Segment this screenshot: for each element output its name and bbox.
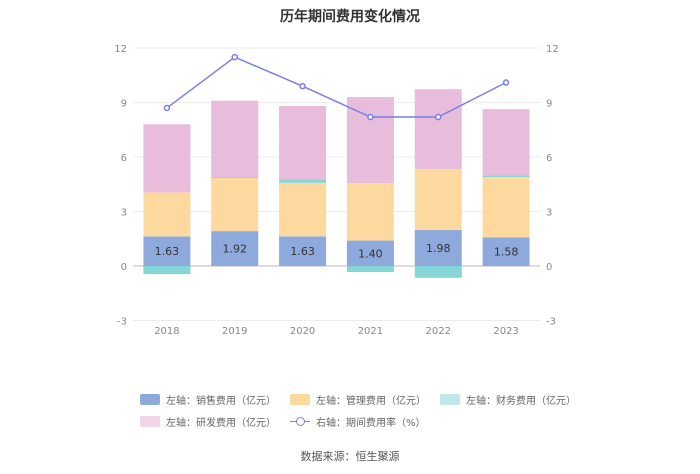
right-axis-tick-label: 0 [546,262,552,273]
legend-item-sales[interactable]: 左轴：销售费用（亿元） [140,392,276,407]
right-axis-tick-label: 3 [546,208,552,219]
bar-segment [482,237,530,266]
expense-ratio-point [502,79,510,86]
bar-segment [346,240,394,266]
bar-segment [414,169,462,231]
data-label: 1.58 [494,246,519,259]
legend-label-admin: 左轴：管理费用（亿元） [316,395,426,407]
bar-segment [482,109,530,176]
legend-item-admin[interactable]: 左轴：管理费用（亿元） [290,392,426,407]
legend-label-finance: 左轴：财务费用（亿元） [466,395,576,407]
left-axis-tick-label: 12 [114,44,127,55]
chart-title: 历年期间费用变化情况 [280,9,420,25]
legend-label-rd: 左轴：研发费用（亿元） [166,417,276,429]
legend-swatch-sales [140,393,160,405]
bar-segment [211,177,259,232]
right-axis-tick-label: 9 [546,99,552,110]
bar-segment [346,97,394,184]
legend-swatch-admin [290,393,310,405]
data-label: 1.98 [426,242,451,255]
left-axis-tick-label: 3 [121,208,127,219]
x-axis-tick-label: 2020 [290,326,315,337]
right-axis-tick-label: 6 [546,153,552,164]
right-axis-tick-label: -3 [546,317,556,328]
bar-segment [279,105,327,180]
left-axis-tick-label: -3 [117,317,127,328]
bar-segment [279,236,327,266]
legend-line-marker-icon [290,416,310,427]
expense-ratio-point [299,82,306,90]
expense-ratio-point [435,113,442,121]
bar-segment [143,236,191,266]
x-axis-tick-label: 2022 [426,326,451,337]
left-axis-tick-label: 6 [121,153,127,164]
data-label: 1.92 [223,243,248,256]
left-axis-tick-label: 9 [121,99,127,110]
x-axis-tick-label: 2018 [154,326,179,337]
bar-segment [414,266,462,278]
legend-item-expense-ratio[interactable]: 右轴：期间费用率（%） [290,414,426,429]
right-axis-tick-label: 12 [546,44,559,55]
legend-label-sales: 左轴：销售费用（亿元） [166,395,276,407]
bar-segment [211,231,259,266]
bar-segment [346,183,394,241]
legend-swatch-finance [440,393,460,405]
data-source: 数据来源：恒生聚源 [300,450,400,463]
data-label: 1.40 [358,247,383,260]
bar-segment [211,176,259,178]
expense-ratio-line [166,56,507,118]
expense-ratio-point [367,113,374,121]
bar-segment [143,266,191,275]
bar-segment [279,182,327,237]
left-axis-tick-label: 0 [121,262,127,273]
x-axis-tick-label: 2023 [493,326,518,337]
bar-segment [414,89,462,170]
x-axis-tick-label: 2019 [222,326,247,337]
bar-segment [143,124,191,193]
bar-segment [482,175,530,177]
bar-segment [482,176,530,238]
expense-ratio-point [231,53,238,61]
bar-segment [143,192,191,237]
x-axis-tick-label: 2021 [358,326,383,337]
legend-item-rd[interactable]: 左轴：研发费用（亿元） [140,414,276,429]
data-label: 1.63 [290,245,315,258]
data-label: 1.63 [155,245,180,258]
bar-segment [211,100,259,177]
expense-ratio-point [163,104,171,112]
legend: 左轴：销售费用（亿元） 左轴：管理费用（亿元） 左轴：财务费用（亿元） 左轴：研… [140,388,580,432]
legend-item-finance[interactable]: 左轴：财务费用（亿元） [440,392,576,407]
bar-segment [346,266,394,272]
legend-swatch-rd [140,415,160,427]
legend-label-expense-ratio: 右轴：期间费用率（%） [316,417,426,429]
bar-segment [279,179,327,183]
bar-segment [414,230,462,266]
